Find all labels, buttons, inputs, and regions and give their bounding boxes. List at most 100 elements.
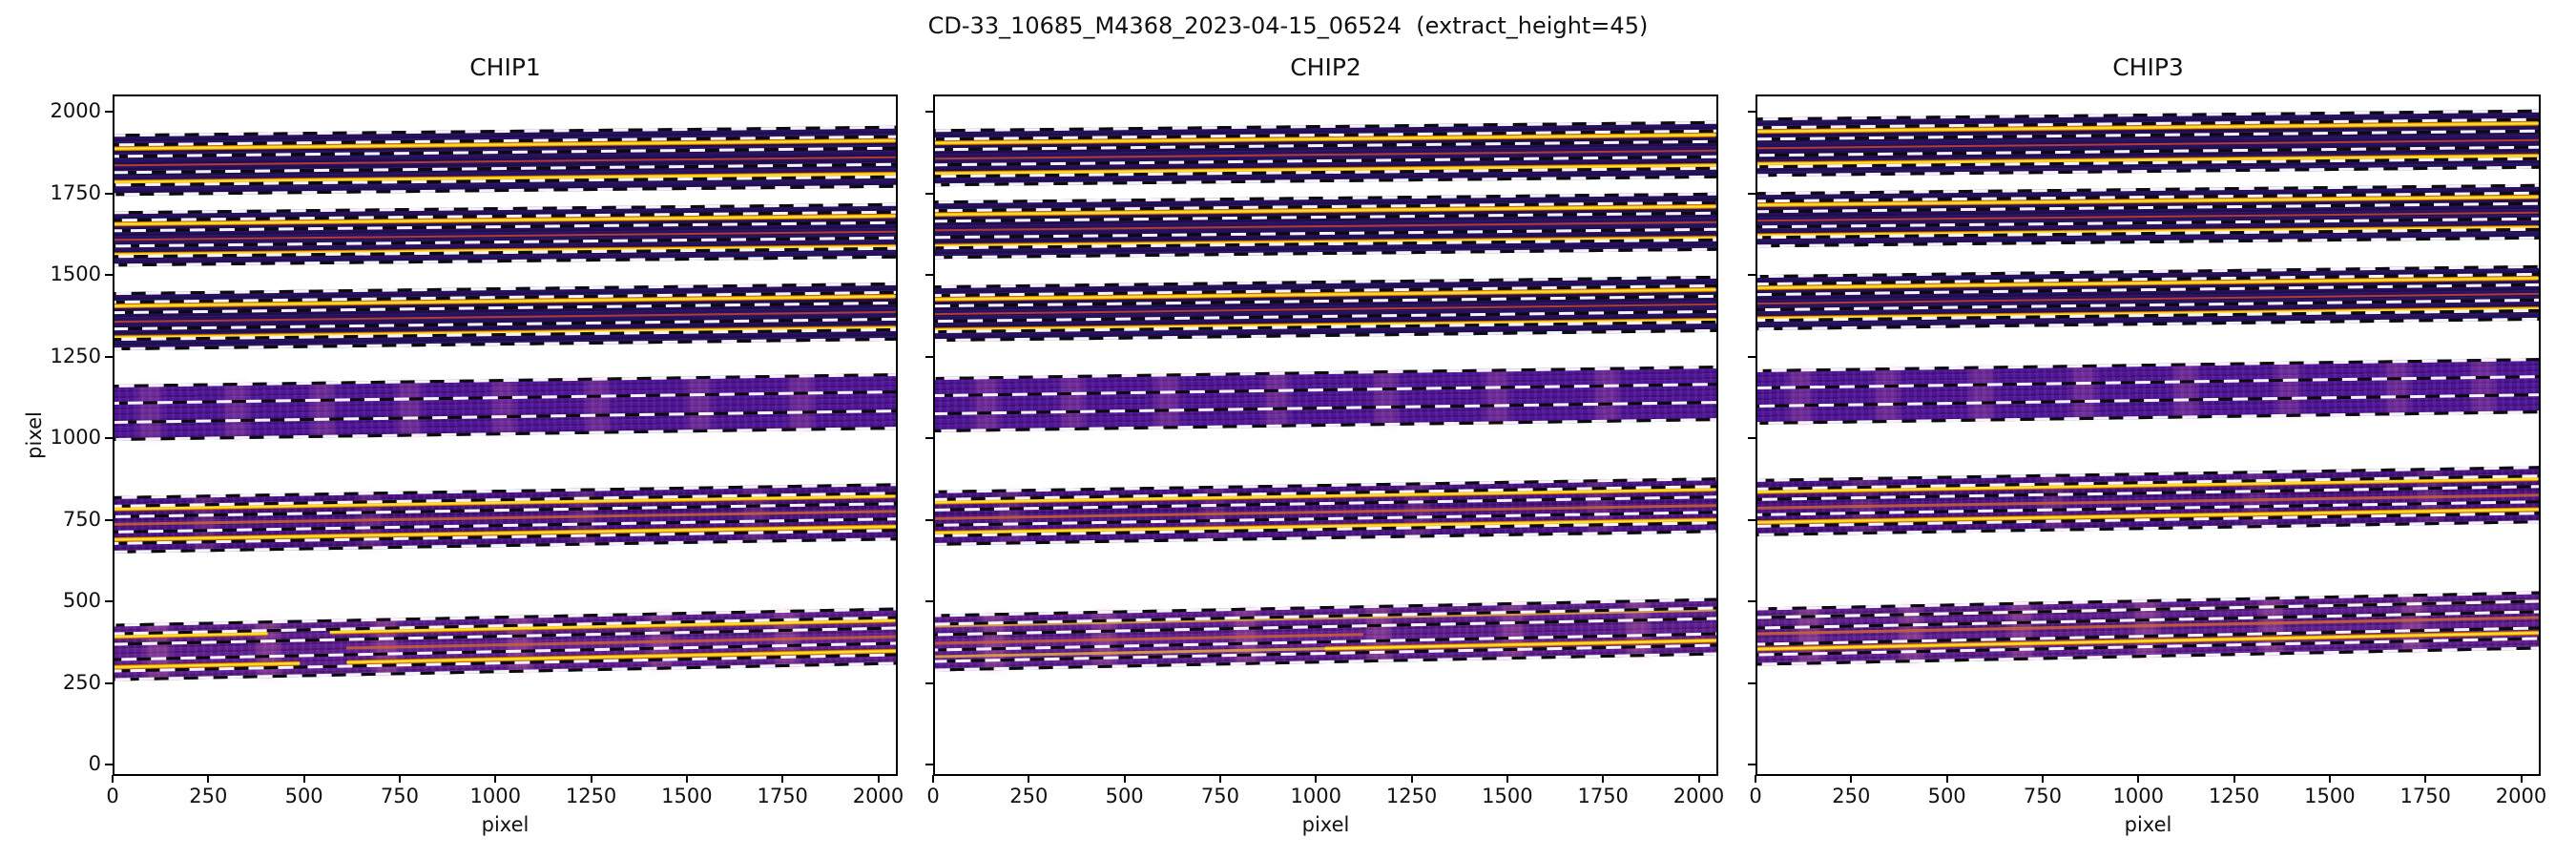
- x-tick: [2520, 775, 2523, 783]
- x-tick-label: 750: [1200, 785, 1239, 807]
- y-tick-label: 1000: [50, 426, 101, 450]
- order-band: [1757, 358, 2539, 426]
- x-tick-label: 2000: [2495, 785, 2547, 807]
- x-tick-label: 0: [1749, 785, 1762, 807]
- x-tick-label: 1000: [2112, 785, 2164, 807]
- x-axis-label: pixel: [481, 813, 530, 836]
- x-tick-label: 1250: [1385, 785, 1438, 807]
- y-tick: [1748, 111, 1755, 114]
- x-tick-label: 250: [1009, 785, 1049, 807]
- emission-smudge: [224, 382, 249, 440]
- x-tick: [2137, 775, 2140, 783]
- emission-smudge: [1154, 373, 1179, 430]
- x-tick: [2233, 775, 2235, 783]
- y-tick: [925, 192, 933, 195]
- order-band: [1757, 465, 2539, 536]
- y-tick: [1748, 355, 1755, 358]
- x-tick-label: 0: [926, 785, 940, 807]
- x-tick: [877, 775, 880, 783]
- order-band: [114, 372, 896, 441]
- x-tick-label: 1250: [565, 785, 617, 807]
- order-band: [935, 275, 1716, 343]
- y-tick: [925, 111, 933, 114]
- x-tick-label: 1000: [469, 785, 521, 807]
- plot-area-chip2: [933, 94, 1718, 776]
- x-tick: [1123, 775, 1126, 783]
- order-band: [114, 483, 896, 554]
- x-tick: [1697, 775, 1700, 783]
- emission-smudge: [974, 376, 999, 432]
- x-tick: [398, 775, 401, 783]
- order-band: [935, 192, 1716, 259]
- x-tick: [1218, 775, 1221, 783]
- emission-smudge: [310, 381, 335, 438]
- emission-smudge: [1485, 368, 1508, 426]
- y-tick: [105, 274, 113, 277]
- x-tick-label: 1750: [1577, 785, 1629, 807]
- y-tick: [925, 437, 933, 440]
- x-tick: [1755, 775, 1756, 783]
- order-band: [114, 125, 896, 197]
- order-band: [935, 120, 1716, 186]
- x-tick: [1850, 775, 1853, 783]
- x-tick: [1945, 775, 1948, 783]
- emission-smudge: [2385, 360, 2410, 417]
- y-tick: [105, 192, 113, 195]
- emission-smudge: [491, 378, 515, 436]
- x-tick-label: 500: [1105, 785, 1144, 807]
- x-tick-label: 1750: [2399, 785, 2451, 807]
- y-axis-label: pixel: [23, 411, 46, 459]
- x-tick-label: 1500: [2304, 785, 2356, 807]
- emission-smudge: [789, 374, 814, 431]
- x-tick-label: 1750: [757, 785, 808, 807]
- emission-smudge: [137, 384, 162, 441]
- y-tick: [105, 518, 113, 521]
- order-band: [114, 202, 896, 267]
- emission-smudge: [1594, 367, 1619, 424]
- order-band: [1757, 264, 2539, 331]
- x-tick: [1028, 775, 1030, 783]
- y-tick-label: 0: [88, 752, 101, 776]
- order-band: [114, 607, 896, 682]
- x-tick: [207, 775, 210, 783]
- y-tick: [1748, 681, 1755, 684]
- y-tick-label: 750: [62, 507, 101, 531]
- x-axis-label: pixel: [2124, 813, 2172, 836]
- y-tick: [925, 518, 933, 521]
- emission-smudge: [1875, 367, 1900, 425]
- x-tick-label: 750: [2023, 785, 2062, 807]
- x-tick-label: 1250: [2208, 785, 2260, 807]
- y-tick: [105, 681, 113, 684]
- x-tick: [685, 775, 688, 783]
- x-tick: [494, 775, 497, 783]
- y-tick: [925, 681, 933, 684]
- y-tick: [1748, 274, 1755, 277]
- order-band: [1757, 591, 2539, 666]
- x-tick-label: 2000: [1672, 785, 1725, 807]
- emission-smudge: [2275, 362, 2300, 418]
- subplot-title-chip1: CHIP1: [469, 53, 541, 81]
- y-tick: [1748, 764, 1755, 766]
- y-tick: [925, 600, 933, 603]
- y-tick: [1748, 518, 1755, 521]
- x-tick: [1315, 775, 1318, 783]
- emission-smudge: [2173, 363, 2198, 420]
- y-tick-label: 2000: [50, 99, 101, 123]
- y-tick-label: 1750: [50, 180, 101, 204]
- emission-smudge: [585, 377, 610, 434]
- x-tick: [590, 775, 592, 783]
- order-band: [935, 597, 1716, 672]
- x-tick-label: 250: [189, 785, 228, 807]
- emission-smudge: [1264, 372, 1289, 429]
- x-tick: [112, 775, 114, 783]
- x-tick-label: 1500: [1482, 785, 1533, 807]
- y-tick: [1748, 600, 1755, 603]
- x-tick-label: 2000: [852, 785, 904, 807]
- plot-area-chip1: [113, 94, 898, 776]
- y-tick: [105, 111, 113, 114]
- order-band: [1757, 183, 2539, 248]
- x-tick-label: 0: [106, 785, 119, 807]
- emission-smudge: [1969, 366, 1994, 423]
- emission-smudge: [2071, 365, 2096, 422]
